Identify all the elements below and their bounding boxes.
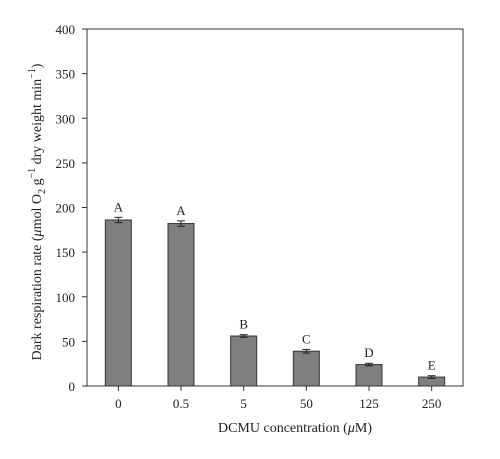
y-tick-label: 0 [69,379,76,394]
y-tick-label: 200 [56,201,76,216]
y-axis-title-part-4: dry weight min [30,79,45,168]
x-tick-label: 0 [115,396,122,411]
y-tick-label: 150 [56,245,76,260]
y-tick-label: 250 [56,156,76,171]
significance-letter: D [364,345,373,360]
x-axis-title: DCMU concentration (μM) [218,421,372,436]
y-axis-title-part-5: ) [30,63,45,68]
bar [167,223,195,387]
bar [230,335,258,387]
x-axis-title-mu: μ [347,421,355,436]
x-axis-title-part-2: M) [355,421,372,436]
plot-frame [86,28,464,387]
y-tick-label: 50 [62,334,75,349]
y-axis-title-part-2: mol O [30,194,45,229]
y-axis-title-part-1: Dark respiration rate ( [30,236,45,360]
plot-area: 0 50 100 150 200 250 300 350 400 A 0 A 0.5 B 5 C 50 D 125 E… [56,22,464,411]
y-tick-label: 100 [56,290,76,305]
x-axis-title-part-1: DCMU concentration ( [218,421,348,436]
bar [104,219,132,387]
significance-letter: E [428,358,436,373]
bar [355,364,383,387]
x-tick-label: 125 [359,396,379,411]
significance-letter: C [302,331,311,346]
y-axis-title-mu: μ [30,229,45,237]
significance-letter: A [114,199,124,214]
y-tick-label: 350 [56,67,76,82]
y-axis-title-sup-2: −1 [27,68,38,79]
y-axis-title-sup-1: −1 [27,168,38,179]
x-tick-label: 50 [300,396,313,411]
x-tick-label: 0.5 [173,396,189,411]
y-axis-title-sub-2: 2 [37,189,48,194]
y-axis-title-part-3: g [30,179,45,190]
x-tick-label: 5 [240,396,247,411]
y-tick-label: 300 [56,111,76,126]
significance-letter: A [176,203,186,218]
bar [292,350,320,387]
y-axis-title: Dark respiration rate (μmol O2 g−1 dry w… [27,63,48,360]
x-tick-label: 250 [422,396,442,411]
significance-letter: B [239,317,248,332]
y-tick-label: 400 [56,22,76,37]
